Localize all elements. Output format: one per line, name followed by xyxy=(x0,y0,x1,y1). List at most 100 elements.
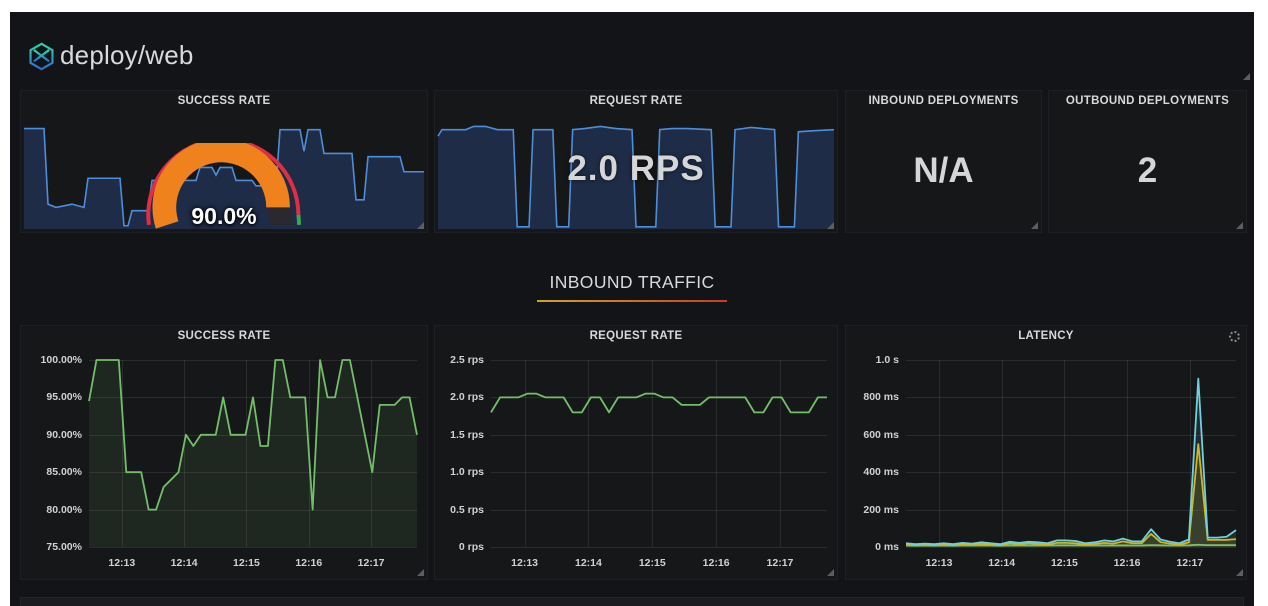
x-axis-label: 12:15 xyxy=(233,557,260,569)
y-axis-label: 2.0 rps xyxy=(450,391,484,404)
panel-resize-handle[interactable] xyxy=(417,222,424,229)
success-rate-chart[interactable] xyxy=(89,360,417,548)
x-axis-label: 12:16 xyxy=(702,557,730,569)
section-title[interactable]: INBOUND TRAFFIC xyxy=(549,272,715,292)
panel-inbound-deployments: INBOUND DEPLOYMENTS N/A xyxy=(845,90,1042,233)
x-axis-label: 12:13 xyxy=(511,557,539,569)
gauge-arc xyxy=(145,143,303,231)
chart-body: 2.5 rps 2.0 rps 1.5 rps 1.0 rps 0.5 rps 0 rps… xyxy=(439,352,829,575)
outbound-deployments-value: 2 xyxy=(1137,150,1158,190)
dashboard: deploy/web SUCCESS RATE 90.0% REQUEST RA… xyxy=(10,12,1254,606)
grid-line xyxy=(906,547,1236,548)
dashboard-header: deploy/web xyxy=(10,12,1254,80)
panel-title-request-rate-chart[interactable]: REQUEST RATE xyxy=(589,330,683,342)
panel-request-rate-chart: REQUEST RATE 2.5 rps 2.0 rps 1.5 rps 1.0 rp… xyxy=(434,325,838,580)
section-inbound-traffic: INBOUND TRAFFIC xyxy=(20,258,1244,318)
y-axis-label: 85.00% xyxy=(46,466,82,479)
y-axis-label: 1.0 rps xyxy=(450,466,484,479)
y-axis-label: 1.5 rps xyxy=(450,428,484,441)
panel-title-latency-chart[interactable]: LATENCY xyxy=(1018,330,1074,342)
grid-line xyxy=(121,360,123,547)
grid-line xyxy=(906,472,1236,474)
y-axis-label: 800 ms xyxy=(863,391,899,404)
grid-line xyxy=(1127,360,1129,547)
y-axis-label: 90.00% xyxy=(46,428,82,441)
series-line-series-yellow[interactable] xyxy=(906,444,1236,545)
y-axis-label: 95.00% xyxy=(46,391,82,404)
request-rate-sparkline[interactable] xyxy=(438,121,834,229)
y-axis-label: 0 ms xyxy=(875,541,899,553)
panel-title-success-rate[interactable]: SUCCESS RATE xyxy=(177,95,271,107)
x-axis-label: 12:17 xyxy=(1176,557,1204,569)
dashboard-title: deploy/web xyxy=(60,40,194,70)
y-axis-label: 100.00% xyxy=(40,354,82,366)
y-axis: 2.5 rps 2.0 rps 1.5 rps 1.0 rps 0.5 rps 0 rps xyxy=(439,354,491,553)
deploy-logo-icon xyxy=(29,42,54,71)
panel-success-rate-top: SUCCESS RATE 90.0% xyxy=(20,90,428,233)
y-axis-label: 400 ms xyxy=(863,466,899,479)
x-axis-label: 12:15 xyxy=(1050,557,1078,569)
panel-resize-handle[interactable] xyxy=(417,569,424,576)
x-axis-label: 12:14 xyxy=(988,557,1016,569)
y-axis-label: 0 rps xyxy=(458,541,484,553)
grid-line xyxy=(588,360,590,547)
sparkline-line xyxy=(438,126,834,226)
y-axis-label: 75.00% xyxy=(46,541,82,553)
grid-line xyxy=(89,434,417,436)
sparkline-line xyxy=(24,129,424,226)
x-axis-label: 12:13 xyxy=(108,557,136,569)
y-axis-label: 80.00% xyxy=(46,503,82,516)
grid-line xyxy=(906,434,1236,436)
header-resize-handle[interactable] xyxy=(1243,73,1250,80)
panel-success-rate-chart: SUCCESS RATE 100.00% 95.00% 90.00% 85.00% 80… xyxy=(20,325,428,580)
series-line-series-cyan[interactable] xyxy=(906,379,1236,544)
y-axis-label: 0.5 rps xyxy=(450,503,484,516)
success-rate-gauge[interactable]: 90.0% xyxy=(145,143,303,231)
success-rate-sparkline[interactable] xyxy=(24,121,424,229)
panel-resize-handle[interactable] xyxy=(827,569,834,576)
x-axis-label: 12:13 xyxy=(925,557,953,569)
chart-body: 1.0 s 800 ms 600 ms 400 ms 200 ms 0 ms 12:13 1… xyxy=(850,352,1238,575)
panel-resize-handle[interactable] xyxy=(827,222,834,229)
grid-line xyxy=(906,509,1236,511)
panel-title-inbound-deployments[interactable]: INBOUND DEPLOYMENTS xyxy=(868,95,1019,107)
grid-line xyxy=(89,472,417,474)
series-line-success-rate[interactable] xyxy=(89,360,417,510)
latency-chart[interactable] xyxy=(906,360,1236,548)
panel-resize-handle[interactable] xyxy=(1031,222,1038,229)
request-rate-chart[interactable] xyxy=(491,360,827,548)
section-underline xyxy=(537,300,727,302)
y-axis: 100.00% 95.00% 90.00% 85.00% 80.00% 75.00% xyxy=(25,354,89,553)
x-axis: 12:13 12:14 12:15 12:16 12:17 xyxy=(906,557,1236,573)
grid-line xyxy=(491,360,827,361)
grid-line xyxy=(716,360,718,547)
grid-line xyxy=(939,360,940,547)
grid-line xyxy=(491,397,827,399)
panel-outbound-deployments: OUTBOUND DEPLOYMENTS 2 xyxy=(1048,90,1247,233)
grid-line xyxy=(246,360,248,547)
grid-line xyxy=(89,547,417,548)
series-line-request-rate[interactable] xyxy=(491,394,827,413)
series-line-series-green[interactable] xyxy=(906,545,1236,546)
y-axis-label: 2.5 rps xyxy=(450,354,484,366)
y-axis-label: 600 ms xyxy=(863,428,899,441)
y-axis: 1.0 s 800 ms 600 ms 400 ms 200 ms 0 ms xyxy=(850,354,906,553)
x-axis-label: 12:14 xyxy=(575,557,602,569)
grid-line xyxy=(1189,360,1191,547)
grid-line xyxy=(906,397,1236,399)
panel-resize-handle[interactable] xyxy=(1236,222,1243,229)
panel-title-success-rate-chart[interactable]: SUCCESS RATE xyxy=(177,330,271,342)
gauge-value: 90.0% xyxy=(191,203,257,229)
panel-resize-handle[interactable] xyxy=(1236,569,1243,576)
inbound-deployments-value: N/A xyxy=(913,150,974,190)
grid-line xyxy=(779,360,781,547)
panel-title-request-rate[interactable]: REQUEST RATE xyxy=(589,95,683,107)
y-axis-label: 200 ms xyxy=(863,503,899,516)
grid-line xyxy=(89,509,417,511)
grid-line xyxy=(906,360,1236,361)
panel-latency-chart: LATENCY 1.0 s 800 ms 600 ms 400 ms 200 ms 0 m… xyxy=(845,325,1247,580)
x-axis-label: 12:17 xyxy=(357,557,385,569)
panel-title-outbound-deployments[interactable]: OUTBOUND DEPLOYMENTS xyxy=(1065,95,1230,107)
grid-line xyxy=(491,509,827,511)
next-row-panel-partial xyxy=(20,597,1244,606)
